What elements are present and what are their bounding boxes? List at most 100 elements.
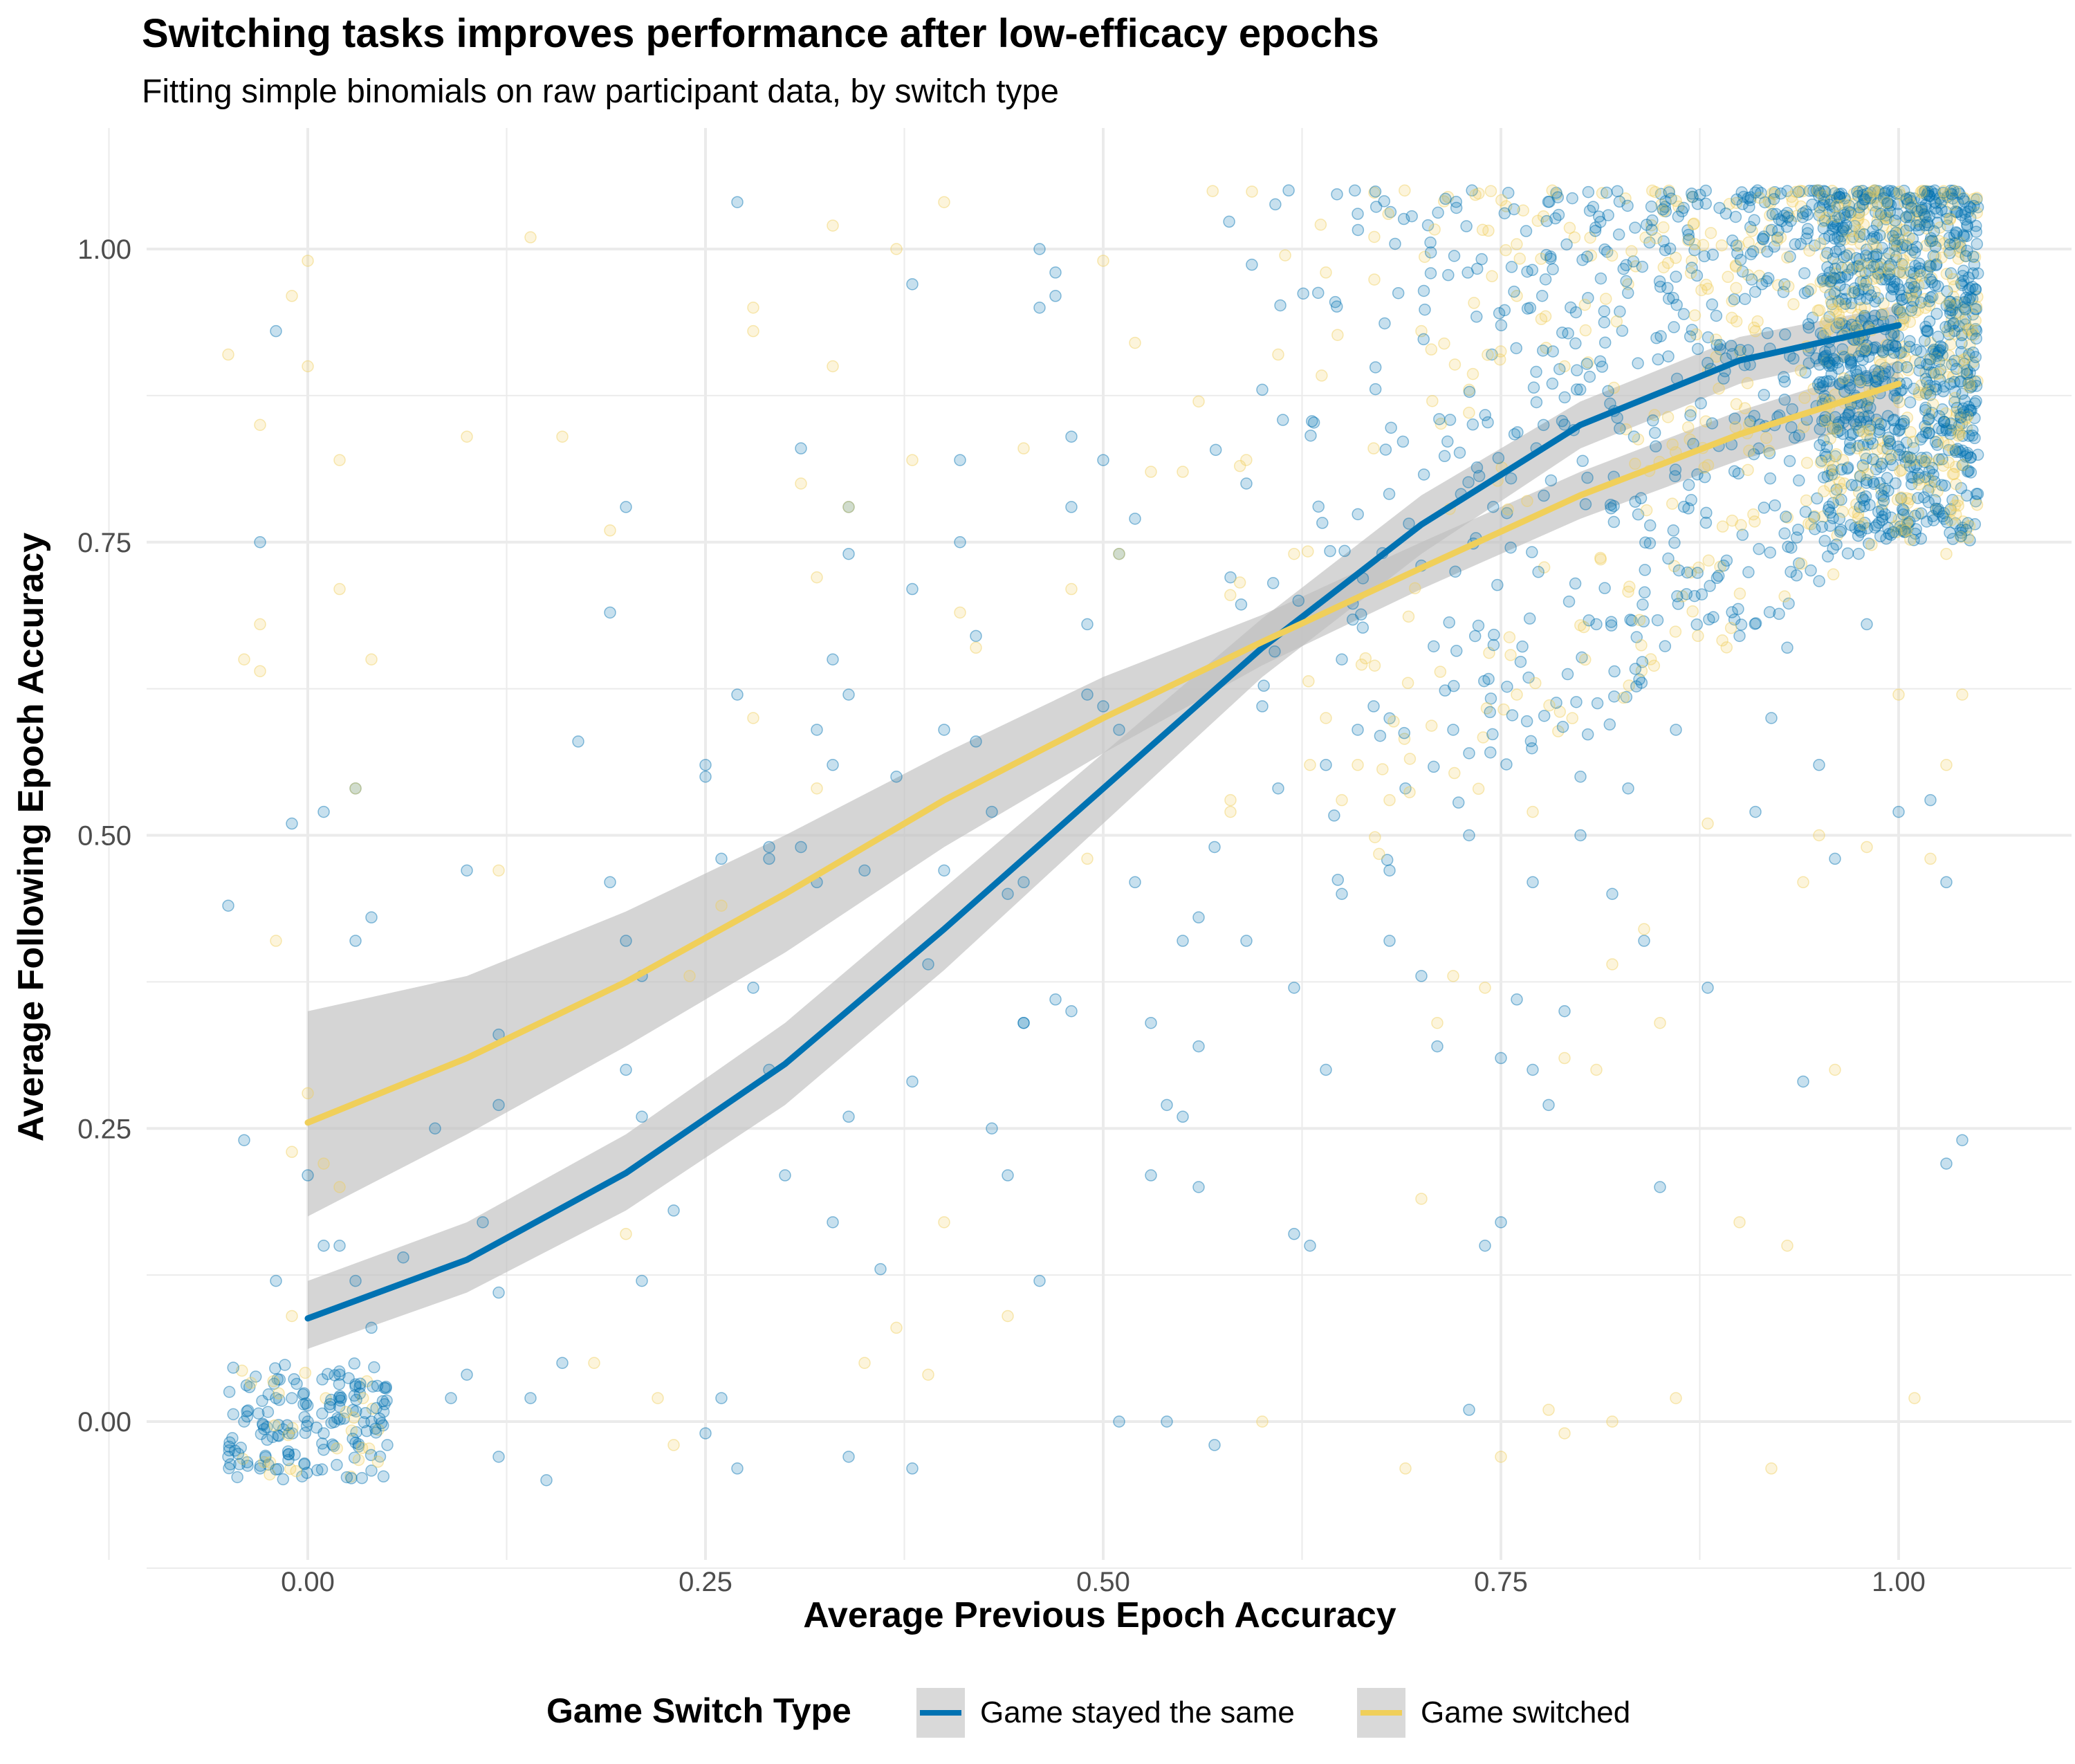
point-stayed [1419, 303, 1431, 316]
point-stayed [970, 735, 982, 748]
point-stayed [1756, 232, 1769, 245]
point-stayed [1385, 421, 1397, 434]
point-switched [1813, 304, 1826, 317]
point-stayed [333, 1400, 346, 1413]
point-stayed [1915, 345, 1928, 358]
point-stayed [1782, 597, 1795, 610]
point-switched [1798, 392, 1811, 404]
point-switched [1002, 1310, 1014, 1323]
y-tick-label: 0.75 [77, 528, 131, 558]
point-stayed [1749, 805, 1762, 818]
point-stayed [1821, 246, 1834, 259]
point-stayed [1643, 236, 1656, 249]
point-stayed [1883, 527, 1895, 540]
point-switched [1856, 405, 1870, 418]
point-switched [1956, 688, 1968, 701]
point-stayed [1882, 184, 1895, 197]
point-stayed [1583, 370, 1596, 383]
point-stayed [1549, 212, 1562, 225]
point-stayed [1288, 982, 1300, 994]
point-switched [333, 454, 346, 466]
point-stayed [1049, 266, 1062, 279]
point-stayed [1703, 613, 1715, 626]
point-switched [588, 1357, 600, 1369]
point-stayed [1958, 195, 1971, 208]
point-switched [1472, 782, 1485, 796]
point-stayed [1816, 414, 1829, 428]
point-stayed [1847, 428, 1859, 440]
point-stayed [1891, 277, 1903, 291]
point-switched [1494, 345, 1507, 358]
point-switched [1352, 759, 1364, 771]
point-stayed [356, 1471, 369, 1485]
point-stayed [1929, 436, 1942, 448]
point-stayed [1659, 640, 1672, 652]
point-stayed [1865, 191, 1877, 204]
point-stayed [1891, 392, 1903, 405]
point-stayed [1177, 1110, 1189, 1123]
point-stayed [1751, 184, 1764, 197]
point-stayed [1838, 250, 1850, 264]
point-stayed [1306, 415, 1318, 428]
point-switched [1316, 369, 1328, 382]
x-tick-label: 0.00 [281, 1567, 335, 1597]
point-switched [1823, 323, 1836, 336]
point-stayed [1683, 233, 1695, 246]
point-switched [352, 1453, 365, 1467]
point-stayed [1857, 439, 1870, 451]
point-stayed [266, 1431, 279, 1444]
point-switched [1942, 456, 1955, 469]
point-stayed [1691, 342, 1704, 356]
point-stayed [1928, 187, 1941, 201]
point-stayed [1833, 188, 1845, 201]
point-stayed [1791, 523, 1805, 536]
point-stayed [1706, 248, 1719, 261]
point-stayed [1823, 311, 1836, 323]
point-switched [1383, 793, 1396, 807]
point-switched [1948, 185, 1962, 198]
point-switched [1876, 219, 1890, 232]
point-stayed [1336, 888, 1348, 900]
point-stayed [1844, 437, 1856, 449]
point-switched [1819, 250, 1832, 263]
point-switched [1834, 483, 1847, 495]
point-switched [1850, 498, 1863, 511]
point-stayed [302, 1415, 314, 1428]
point-switched [604, 524, 616, 537]
point-switched [1648, 659, 1661, 672]
point-stayed [1684, 330, 1697, 343]
point-stayed [1829, 411, 1842, 423]
point-stayed [1765, 223, 1778, 237]
point-stayed [1755, 278, 1769, 291]
point-stayed [1879, 186, 1892, 199]
point-stayed [1622, 782, 1634, 795]
point-switched [1663, 184, 1675, 197]
point-stayed [1861, 618, 1873, 631]
point-switched [938, 196, 950, 208]
point-stayed [271, 1373, 284, 1386]
point-stayed [1849, 522, 1861, 534]
point-switched [1648, 409, 1661, 421]
point-stayed [272, 1419, 285, 1431]
point-stayed [1780, 511, 1792, 523]
point-stayed [1943, 328, 1955, 341]
point-switched [1762, 195, 1776, 208]
point-switched [1899, 524, 1912, 537]
point-stayed [1961, 447, 1974, 459]
point-stayed [1914, 433, 1927, 446]
point-switched [1682, 234, 1695, 247]
point-stayed [349, 1274, 362, 1287]
point-stayed [1532, 566, 1544, 578]
point-stayed [1864, 401, 1876, 414]
point-stayed [1560, 238, 1573, 251]
point-stayed [1591, 697, 1604, 710]
point-switched [1789, 185, 1802, 199]
point-stayed [1629, 495, 1641, 508]
point-switched [1739, 402, 1751, 414]
point-stayed [1661, 282, 1674, 295]
point-stayed [1969, 219, 1982, 232]
point-switched [1368, 659, 1381, 672]
point-switched [1579, 324, 1592, 337]
point-stayed [1522, 671, 1535, 684]
point-stayed [1950, 362, 1963, 375]
